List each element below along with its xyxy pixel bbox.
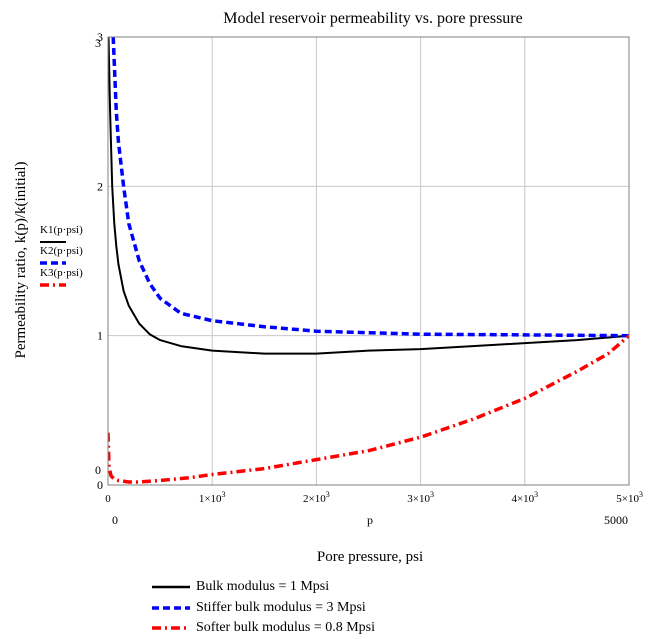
side-legend-label-k2: K2(p·psi) — [40, 245, 83, 257]
y-axis-title: Permeability ratio, k(p)/k(initial) — [13, 161, 29, 358]
series-line-k1 — [108, 36, 629, 355]
y-tick-label-2: 2 — [97, 179, 103, 193]
x-tick-label-3: 3×103 — [407, 490, 434, 505]
x-variable-label: p — [367, 513, 373, 527]
series-line-k3 — [108, 334, 629, 484]
y-tick-label-1: 1 — [97, 329, 103, 343]
y-tick-label-0: 0 — [97, 478, 103, 492]
x-tick-label-1: 1×103 — [199, 490, 226, 505]
x-tick-label-5: 5×103 — [616, 490, 643, 505]
legend-label-k3: Softer bulk modulus = 0.8 Mpsi — [196, 620, 376, 635]
side-legend-label-k1: K1(p·psi) — [40, 224, 83, 236]
chart-title: Model reservoir permeability vs. pore pr… — [223, 10, 522, 27]
y-range-max-label: 3 — [95, 36, 101, 50]
legend-line-k3 — [152, 626, 190, 630]
side-legend-label-k3: K3(p·psi) — [40, 267, 83, 279]
x-tick-label-4: 4×103 — [511, 490, 538, 505]
legend-label-k1: Bulk modulus = 1 Mpsi — [196, 579, 330, 594]
y-tick-labels: 0 1 2 3 — [97, 30, 103, 492]
plot-frame — [107, 36, 630, 486]
legend-line-k1 — [152, 586, 190, 589]
series-group — [108, 36, 629, 484]
x-tick-label-2: 2×103 — [303, 490, 330, 505]
y-tick-label-3: 3 — [97, 30, 103, 44]
x-range-max-label: 5000 — [604, 513, 628, 527]
x-tick-label-0: 0 — [105, 493, 111, 505]
bottom-legend: Bulk modulus = 1 Mpsi Stiffer bulk modul… — [152, 577, 375, 639]
series-line-k2 — [111, 36, 629, 338]
grid — [108, 37, 629, 485]
legend-label-k2: Stiffer bulk modulus = 3 Mpsi — [196, 599, 366, 615]
x-axis-title: Pore pressure, psi — [317, 549, 423, 565]
y-range-min-label: 0 — [95, 463, 101, 477]
side-legend-item-k3: K3(p·psi) — [40, 267, 83, 287]
legend-item-k2: Stiffer bulk modulus = 3 Mpsi — [152, 598, 375, 619]
side-legend-item-k2: K2(p·psi) — [40, 245, 83, 265]
x-tick-labels: 0 1×103 2×103 3×103 4×103 5×103 — [105, 490, 643, 505]
x-range-min-label: 0 — [112, 513, 118, 527]
legend-item-k3: Softer bulk modulus = 0.8 Mpsi — [152, 618, 375, 639]
legend-line-k2 — [152, 606, 190, 610]
legend-item-k1: Bulk modulus = 1 Mpsi — [152, 577, 375, 598]
side-legend-item-k1: K1(p·psi) — [40, 224, 83, 243]
side-legend: K1(p·psi) K2(p·psi) K3(p·psi) — [40, 224, 83, 287]
